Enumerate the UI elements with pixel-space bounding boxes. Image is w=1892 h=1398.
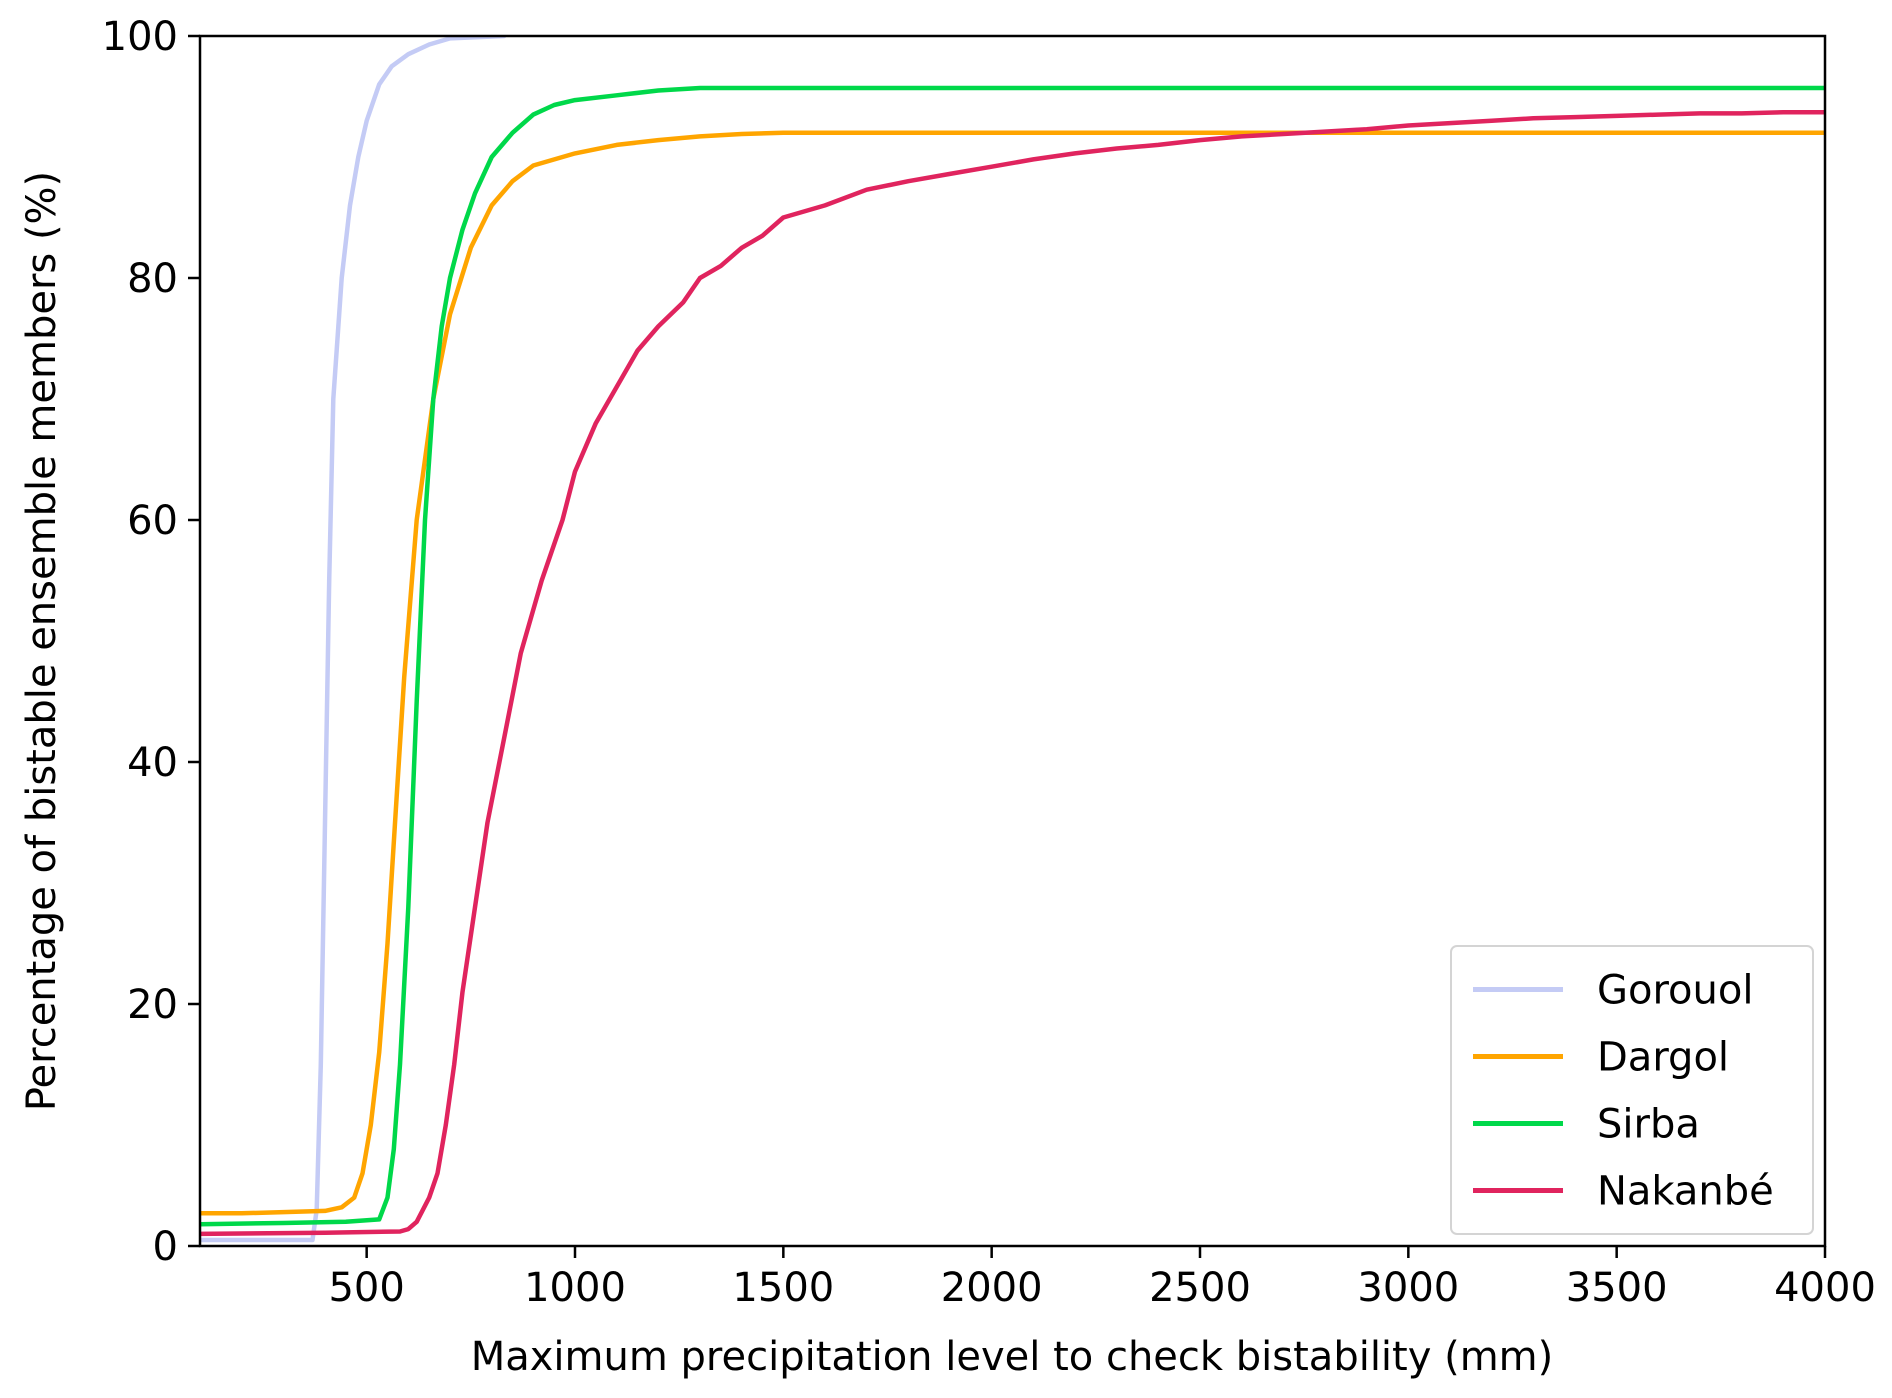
- y-tick-label: 0: [153, 1224, 178, 1270]
- y-tick-label: 80: [127, 256, 178, 302]
- y-axis-title: Percentage of bistable ensemble members …: [19, 171, 65, 1111]
- x-tick-label: 4000: [1774, 1265, 1876, 1311]
- y-tick-label: 40: [127, 740, 178, 786]
- x-axis-title: Maximum precipitation level to check bis…: [471, 1334, 1554, 1380]
- y-tick-label: 60: [127, 498, 178, 544]
- series-line-sirba: [200, 85, 1825, 1227]
- x-tick-label: 1000: [524, 1265, 626, 1311]
- x-tick-label: 3000: [1357, 1265, 1459, 1311]
- series-line-nakanbe: [200, 109, 1825, 1237]
- y-tick-label: 100: [102, 14, 178, 60]
- x-tick-label: 2500: [1149, 1265, 1251, 1311]
- series-line-gorouol: [200, 36, 507, 1243]
- y-axis: 0 20 40 60 80 100: [102, 14, 200, 1270]
- legend-label: Dargol: [1597, 1035, 1729, 1081]
- legend-label: Gorouol: [1597, 968, 1753, 1014]
- legend-box: [1450, 945, 1814, 1235]
- series-layer: [200, 36, 1825, 1243]
- x-tick-label: 3500: [1566, 1265, 1668, 1311]
- x-tick-label: 2000: [941, 1265, 1043, 1311]
- y-tick-label: 20: [127, 982, 178, 1028]
- x-tick-label: 1500: [732, 1265, 834, 1311]
- legend-label: Sirba: [1597, 1102, 1700, 1148]
- legend: Gorouol Dargol Sirba Nakanbé: [1450, 945, 1814, 1235]
- x-axis: 500 1000 1500 2000 2500 3000 3500 4000: [328, 1246, 1876, 1311]
- x-tick-label: 500: [328, 1265, 404, 1311]
- legend-label: Nakanbé: [1597, 1169, 1774, 1215]
- plot-frame: [198, 34, 1827, 1248]
- series-line-dargol: [200, 130, 1825, 1216]
